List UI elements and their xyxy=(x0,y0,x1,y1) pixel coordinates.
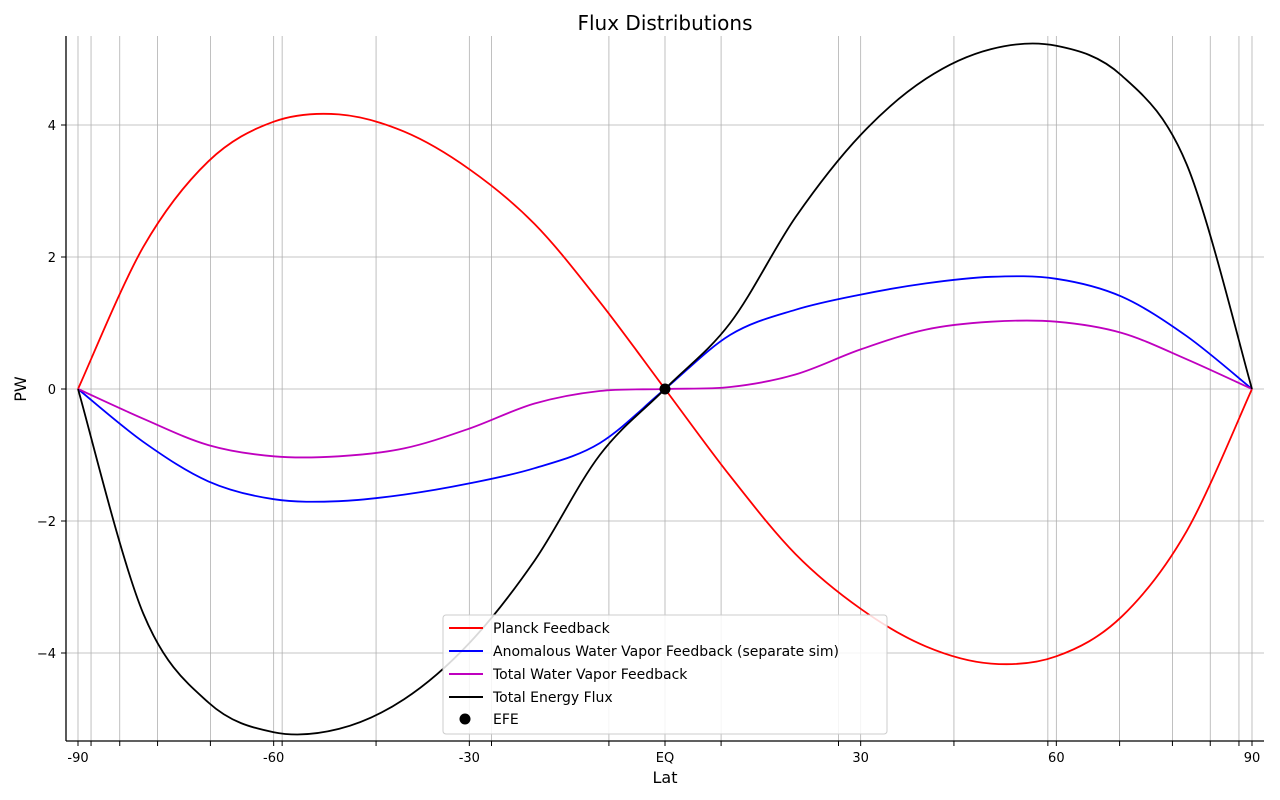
x-tick-label: 90 xyxy=(1244,751,1261,766)
x-tick-label: -90 xyxy=(67,751,88,766)
tick-layer: -90 -60 -30 EQ 30 60 90 −4 −2 0 2 4 xyxy=(37,119,1260,766)
legend: Planck Feedback Anomalous Water Vapor Fee… xyxy=(442,614,888,735)
legend-label-2: Anomalous Water Vapor Feedback (separate… xyxy=(493,644,839,660)
legend-label-1: Planck Feedback xyxy=(493,621,611,637)
y-tick-label: 2 xyxy=(48,251,56,266)
efe-marker xyxy=(659,383,671,395)
x-tick-label: 60 xyxy=(1048,751,1065,766)
legend-label-efe: EFE xyxy=(493,712,519,728)
y-axis-label: PW xyxy=(11,376,30,402)
legend-label-3: Total Water Vapor Feedback xyxy=(492,667,688,683)
x-tick-label: -60 xyxy=(263,751,284,766)
x-tick-label: -30 xyxy=(459,751,480,766)
legend-box xyxy=(442,614,888,735)
y-tick-label: −4 xyxy=(37,647,56,662)
legend-marker-efe xyxy=(459,713,471,725)
chart-title: Flux Distributions xyxy=(577,11,752,35)
marker-layer xyxy=(659,383,671,395)
grid-layer xyxy=(66,36,1264,741)
x-tick-label: EQ xyxy=(656,751,674,766)
y-tick-label: −2 xyxy=(37,515,56,530)
y-tick-label: 0 xyxy=(48,383,56,398)
x-tick-label: 30 xyxy=(852,751,869,766)
x-axis-label: Lat xyxy=(653,768,678,787)
legend-label-4: Total Energy Flux xyxy=(492,690,613,706)
y-tick-label: 4 xyxy=(48,119,56,134)
